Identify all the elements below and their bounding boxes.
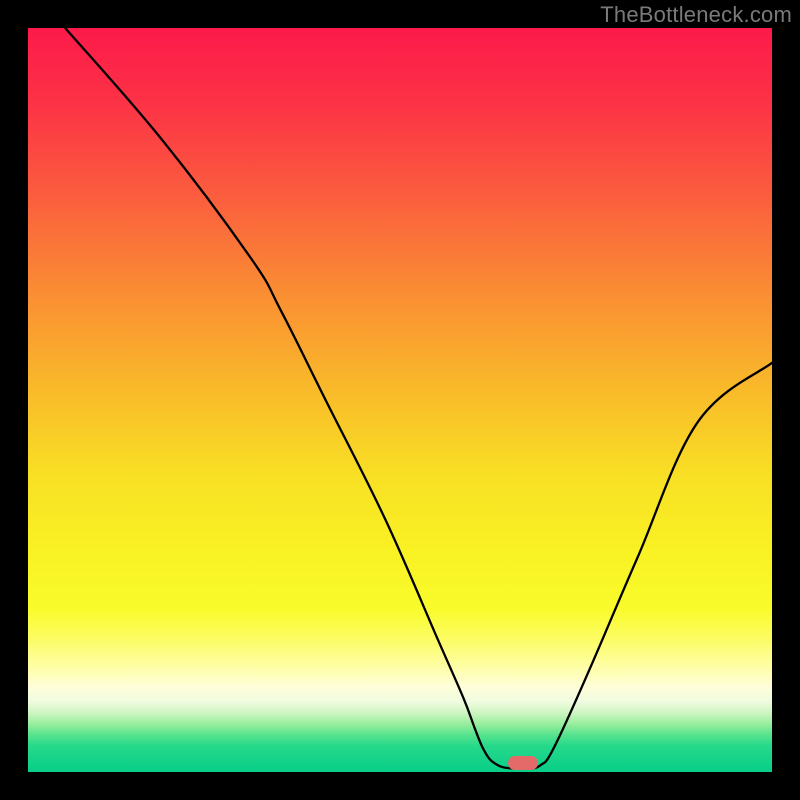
chart-plot-area <box>28 28 772 772</box>
watermark-label: TheBottleneck.com <box>600 2 792 28</box>
bottleneck-chart: TheBottleneck.com <box>0 0 800 800</box>
chart-gradient-background <box>28 28 772 772</box>
chart-minimum-marker <box>508 756 538 770</box>
